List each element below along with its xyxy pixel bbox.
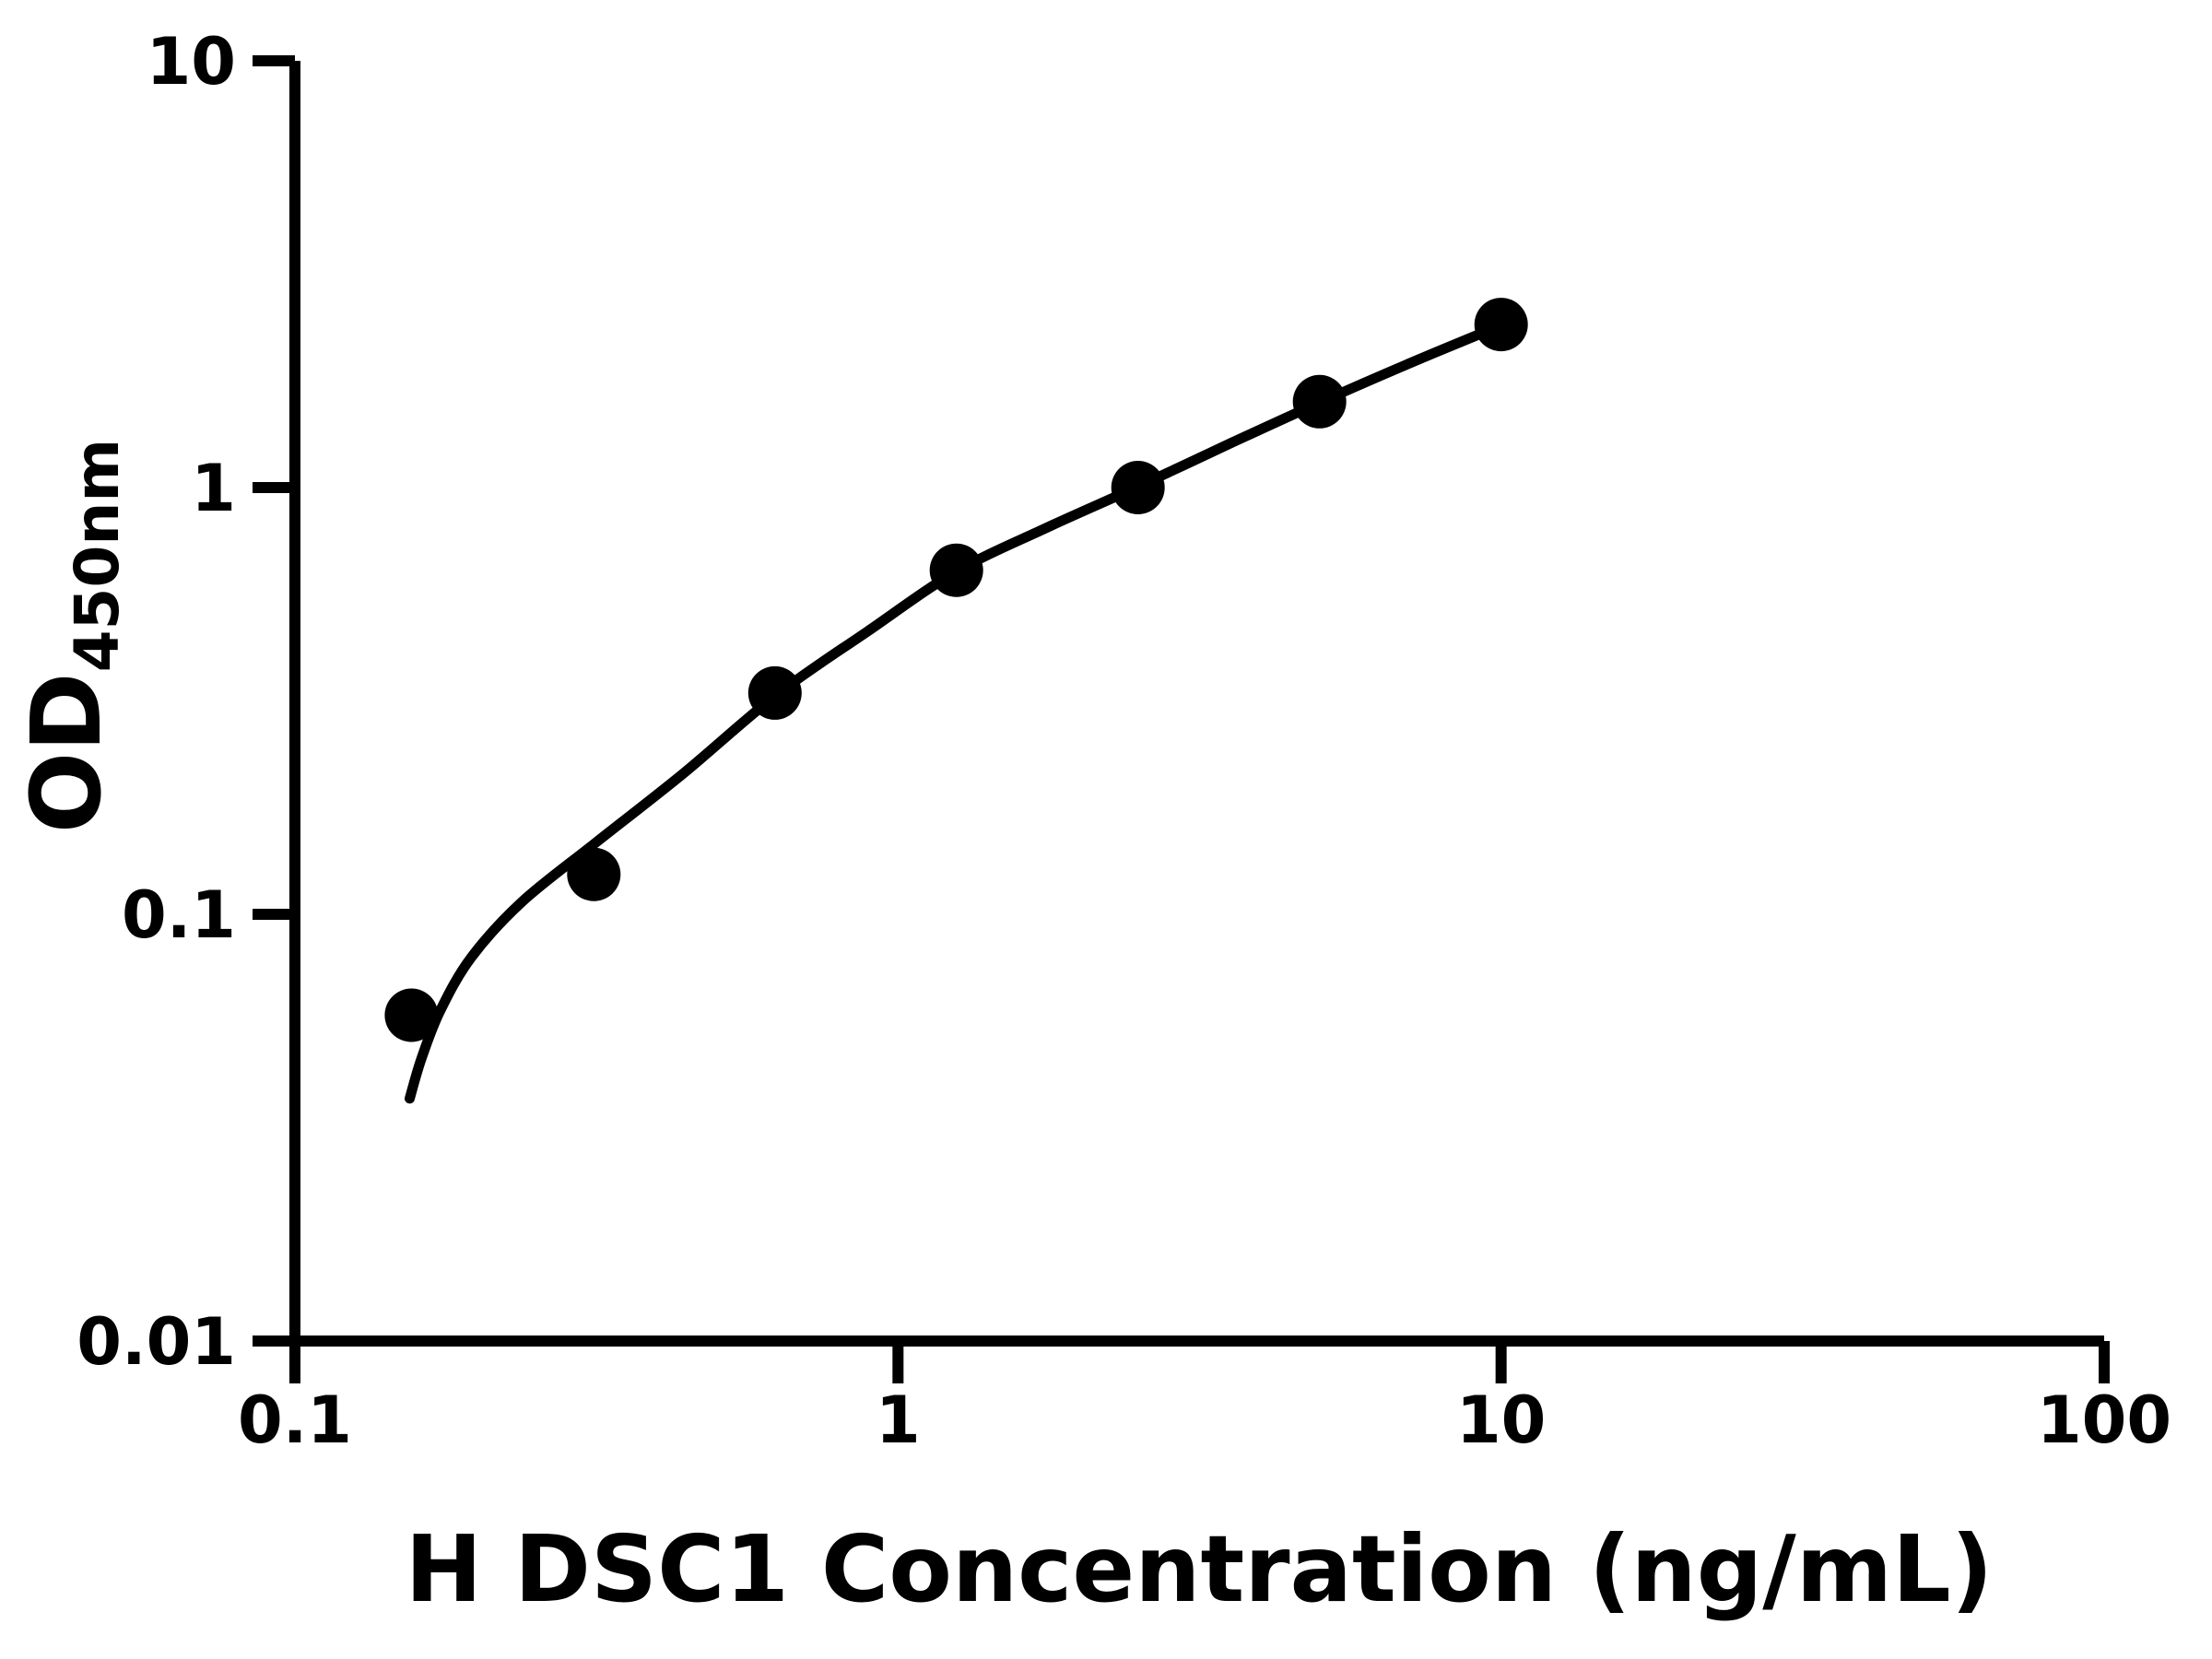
y-axis-label-subscript: 450nm [62,439,133,673]
data-point [1111,461,1165,514]
y-axis-label-main: OD [10,672,123,833]
x-axis-label: H DSC1 Concentration (ng/mL) [406,1515,1994,1623]
x-tick-label: 100 [2037,1382,2171,1458]
y-axis-label: OD450nm [10,439,133,833]
x-tick-label: 10 [1456,1382,1546,1458]
y-tick-label: 0.1 [122,877,236,953]
y-tick-label: 10 [147,24,236,100]
data-point [747,665,802,720]
x-axis-ticks [289,1341,2110,1383]
fit-curve [405,319,1509,1104]
data-point [1474,298,1528,352]
data-point [567,847,621,901]
x-tick-label: 0.1 [238,1382,352,1458]
data-points [384,298,1528,1042]
x-tick-label: 1 [876,1382,921,1458]
y-axis-tick-labels: 10 1 0.1 0.01 [76,24,236,1380]
x-axis-tick-labels: 0.1 1 10 100 [238,1382,2171,1458]
y-axis-ticks [253,55,295,1347]
y-tick-label: 1 [191,451,236,526]
data-point [929,543,983,597]
y-tick-label: 0.01 [76,1304,236,1380]
data-point [384,988,439,1042]
data-point [1292,374,1347,429]
